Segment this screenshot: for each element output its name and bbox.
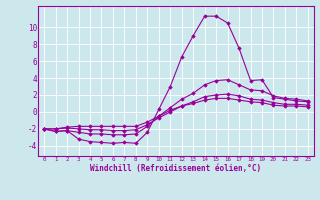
X-axis label: Windchill (Refroidissement éolien,°C): Windchill (Refroidissement éolien,°C) <box>91 164 261 173</box>
